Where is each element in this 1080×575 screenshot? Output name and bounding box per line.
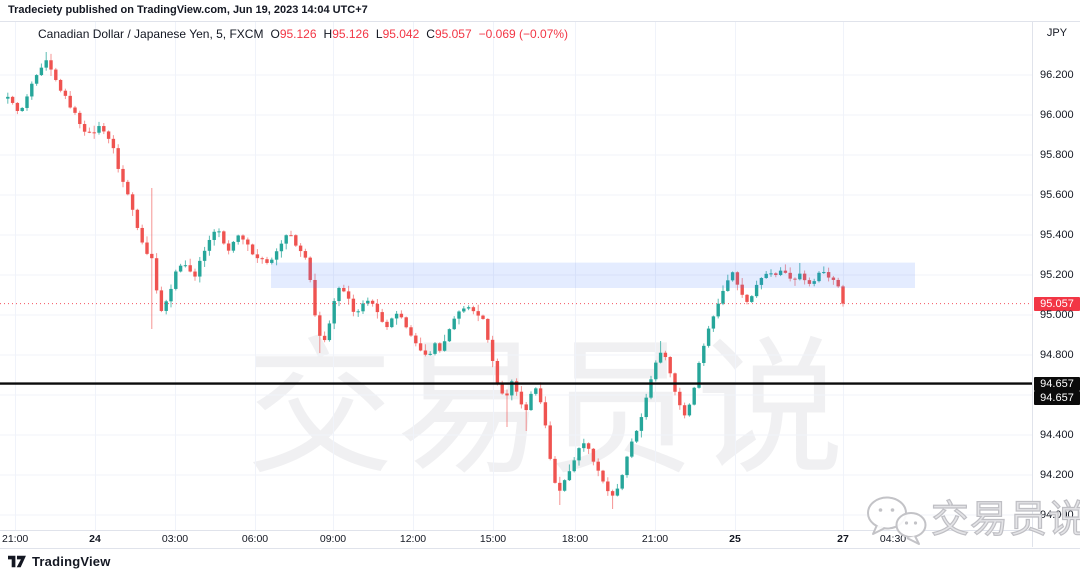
- price-tick-label: 96.200: [1040, 69, 1074, 81]
- corner-watermark: 交易员说: [863, 492, 1080, 548]
- time-tick-label: 21:00: [641, 533, 669, 545]
- price-tick-label: 94.000: [1040, 509, 1074, 521]
- legend-close-value: 95.057: [434, 27, 472, 41]
- legend-change: −0.069 (−0.07%): [478, 27, 569, 41]
- price-tick-label: 96.000: [1040, 109, 1074, 121]
- legend-high-value: 95.126: [332, 27, 369, 41]
- legend-close-key: C: [426, 27, 435, 41]
- footer-bar: TradingView: [0, 548, 1080, 575]
- legend-high-key: H: [323, 27, 333, 41]
- time-tick-label: 21:00: [2, 533, 29, 545]
- time-tick-label: 06:00: [241, 533, 269, 545]
- hline-price-badge-2: 94.657: [1034, 391, 1080, 406]
- candlestick-chart[interactable]: [0, 22, 1032, 530]
- time-tick-label: 27: [837, 533, 849, 545]
- price-tick-label: 95.400: [1040, 229, 1074, 241]
- chart-legend[interactable]: Canadian Dollar / Japanese Yen, 5, FXCM O…: [38, 27, 568, 41]
- price-tick-label: 94.400: [1040, 429, 1074, 441]
- legend-low-value: 95.042: [382, 27, 420, 41]
- time-tick-label: 24: [89, 533, 101, 545]
- price-tick-label: 95.000: [1040, 309, 1074, 321]
- legend-low-key: L: [375, 27, 383, 41]
- time-tick-label: 09:00: [319, 533, 347, 545]
- price-tick-label: 94.200: [1040, 469, 1074, 481]
- time-tick-label: 03:00: [161, 533, 189, 545]
- legend-open-key: O: [270, 27, 280, 41]
- tradingview-logo-icon: [8, 555, 26, 568]
- legend-open-value: 95.126: [279, 27, 317, 41]
- candles-group: [6, 52, 845, 509]
- corner-watermark-text: 交易员说: [930, 499, 1080, 541]
- price-tick-label: 95.800: [1040, 149, 1074, 161]
- time-axis[interactable]: 21:00 24 03:00 06:00 09:00 12:00 15:00 18:00 21:…: [0, 530, 1080, 549]
- hline-price-badge-1: 94.657: [1034, 376, 1080, 391]
- tradingview-logo[interactable]: TradingView: [8, 554, 111, 569]
- tradingview-brand-text[interactable]: TradingView: [32, 554, 111, 569]
- price-tick-label: 95.600: [1040, 189, 1074, 201]
- time-tick-label: 15:00: [479, 533, 507, 545]
- price-tick-label: 95.200: [1040, 269, 1074, 281]
- last-price-badge: 95.057: [1034, 296, 1080, 311]
- attribution-text: Tradeciety published on TradingView.com,…: [8, 4, 368, 16]
- time-tick-label: 12:00: [399, 533, 427, 545]
- time-tick-label: 25: [729, 533, 741, 545]
- price-tick-label: 94.800: [1040, 349, 1074, 361]
- time-tick-label: 04:30: [879, 533, 907, 545]
- attribution-bar: Tradeciety published on TradingView.com,…: [0, 0, 1080, 22]
- currency-label: JPY: [1046, 27, 1068, 39]
- time-tick-label: 18:00: [561, 533, 589, 545]
- supply-zone-rectangle[interactable]: [271, 262, 915, 288]
- price-axis[interactable]: JPY 95.057 94.657 94.657 96.200 96.000 95.…: [1032, 22, 1080, 547]
- legend-symbol[interactable]: Canadian Dollar / Japanese Yen, 5, FXCM: [38, 27, 264, 41]
- wechat-chat-bubbles-icon: [867, 496, 927, 545]
